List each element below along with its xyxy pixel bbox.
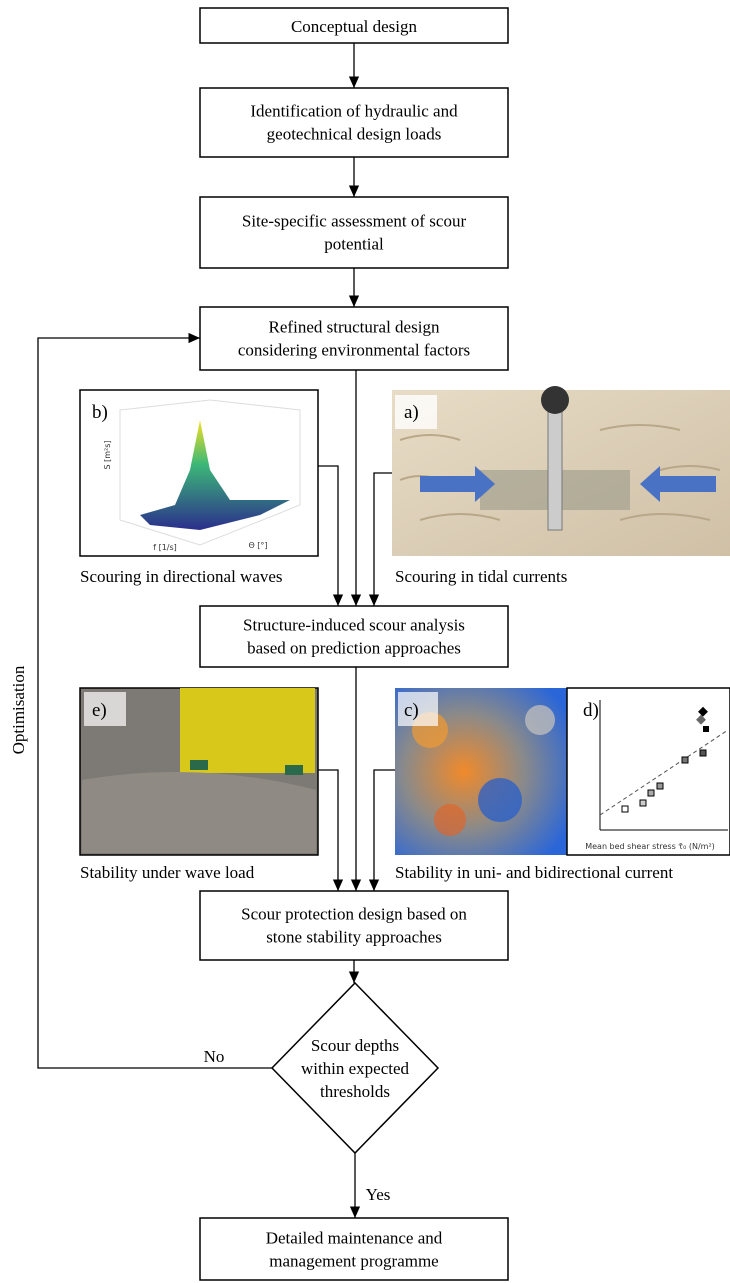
node-label: Conceptual design [291,17,418,36]
panel-label: c) [404,700,419,721]
node-label: Refined structural design [269,318,440,337]
node-label: management programme [269,1252,438,1271]
edge-label: Yes [366,1185,391,1204]
panel-label: b) [92,402,108,423]
edge-label: No [204,1047,225,1066]
panel-b: f [1/s] Θ [°] S [m²s] b) [80,390,318,556]
node-label: Scour protection design based on [241,905,467,924]
node-label: Detailed maintenance and [266,1229,443,1248]
process-box [200,88,508,157]
node-label: Site-specific assessment of scour [242,212,467,231]
flowchart: No Yes Optimisation f [1/s] Θ [°] S [m²s… [0,0,730,1283]
axis-label: Θ [°] [248,541,267,550]
node-label: considering environmental factors [238,341,470,360]
loop-label: Optimisation [9,665,28,754]
caption: Stability in uni- and bidirectional curr… [395,863,673,882]
panel-label: e) [92,700,107,721]
node-label: Structure-induced scour analysis [243,616,465,635]
node-label: stone stability approaches [266,928,442,947]
panel-label: d) [583,700,599,721]
axis-label: Mean bed shear stress τ̄₀ (N/m²) [585,842,715,851]
caption: Stability under wave load [80,863,255,882]
process-box [200,197,508,268]
node-label: based on prediction approaches [247,639,461,658]
node-label: Identification of hydraulic and [250,102,458,121]
panel-a: a) [392,386,730,556]
node-label: potential [324,235,384,254]
axis-label: f [1/s] [153,543,177,552]
process-box [200,891,508,960]
node-label: geotechnical design loads [267,125,442,144]
node-label: within expected [301,1059,410,1078]
panel-c: c) [395,688,567,855]
panel-d: Mean bed shear stress τ̄₀ (N/m²) d) [567,688,730,855]
caption: Scouring in tidal currents [395,567,567,586]
process-box [200,307,508,370]
process-box [200,1218,508,1280]
axis-label: S [m²s] [103,440,112,469]
panel-e: e) [80,688,318,855]
node-label: Scour depths [311,1036,399,1055]
node-label: thresholds [320,1082,390,1101]
panel-label: a) [404,402,419,423]
caption: Scouring in directional waves [80,567,283,586]
